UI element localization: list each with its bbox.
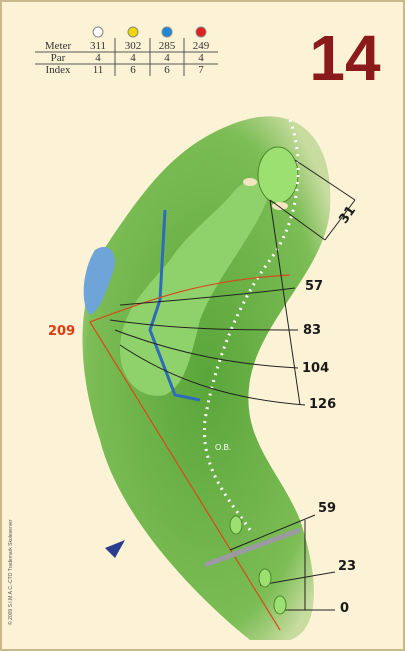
table-cell: 4 — [164, 52, 170, 64]
distance-arc — [119, 344, 306, 406]
measure-line — [269, 199, 326, 241]
tee-blue — [161, 26, 173, 38]
tee-distance-label: 0 — [340, 601, 349, 616]
table-cell: 6 — [130, 64, 136, 76]
distance-arc — [109, 319, 299, 331]
out-of-bounds-line — [202, 119, 300, 531]
distance-arc — [119, 287, 296, 306]
tee-red — [195, 26, 207, 38]
row-label: Meter — [45, 40, 72, 52]
table-cell: 302 — [125, 40, 142, 52]
tee — [273, 595, 287, 615]
tee-white — [92, 26, 104, 38]
tee-distance-label: 59 — [318, 501, 336, 516]
table-cell: 11 — [93, 64, 104, 76]
copyright: © 2009 S.I.M.A.C.-CTO Trademark Skoleser… — [7, 519, 14, 625]
center-line — [89, 321, 281, 631]
distance-arc — [114, 329, 299, 369]
distance-label: 83 — [303, 323, 321, 338]
water — [83, 246, 115, 315]
hole-number: 14 — [309, 22, 381, 94]
stream — [148, 209, 201, 402]
tee — [258, 568, 272, 588]
north-arrow — [105, 540, 125, 558]
row-label: Par — [51, 52, 66, 64]
bunker — [243, 178, 257, 186]
table-cell: 4 — [95, 52, 101, 64]
table-cell: 311 — [90, 40, 106, 52]
lay-up-line — [89, 274, 291, 323]
green — [257, 146, 299, 204]
row-label: Index — [45, 64, 71, 76]
tee-distance-label: 23 — [338, 559, 356, 574]
table-cell: 7 — [198, 64, 204, 76]
distance-label: 126 — [309, 397, 336, 412]
path — [204, 527, 301, 568]
measure-line — [324, 199, 356, 241]
rough — [82, 116, 331, 640]
tee-yellow — [127, 26, 139, 38]
tee — [229, 515, 243, 535]
lay-up-label: 209 — [48, 324, 75, 339]
out-of-bounds-label: O.B. — [215, 443, 231, 452]
measure-line — [229, 514, 316, 551]
measure-line — [269, 199, 301, 406]
table-cell: 4 — [130, 52, 136, 64]
distance-label: 104 — [302, 361, 329, 376]
measure-line — [259, 571, 336, 586]
measure-line — [294, 159, 356, 201]
table-cell: 249 — [193, 40, 210, 52]
table-cell: 6 — [164, 64, 170, 76]
table-cell: 285 — [159, 40, 176, 52]
distance-label: 57 — [305, 279, 323, 294]
table-cell: 4 — [198, 52, 204, 64]
